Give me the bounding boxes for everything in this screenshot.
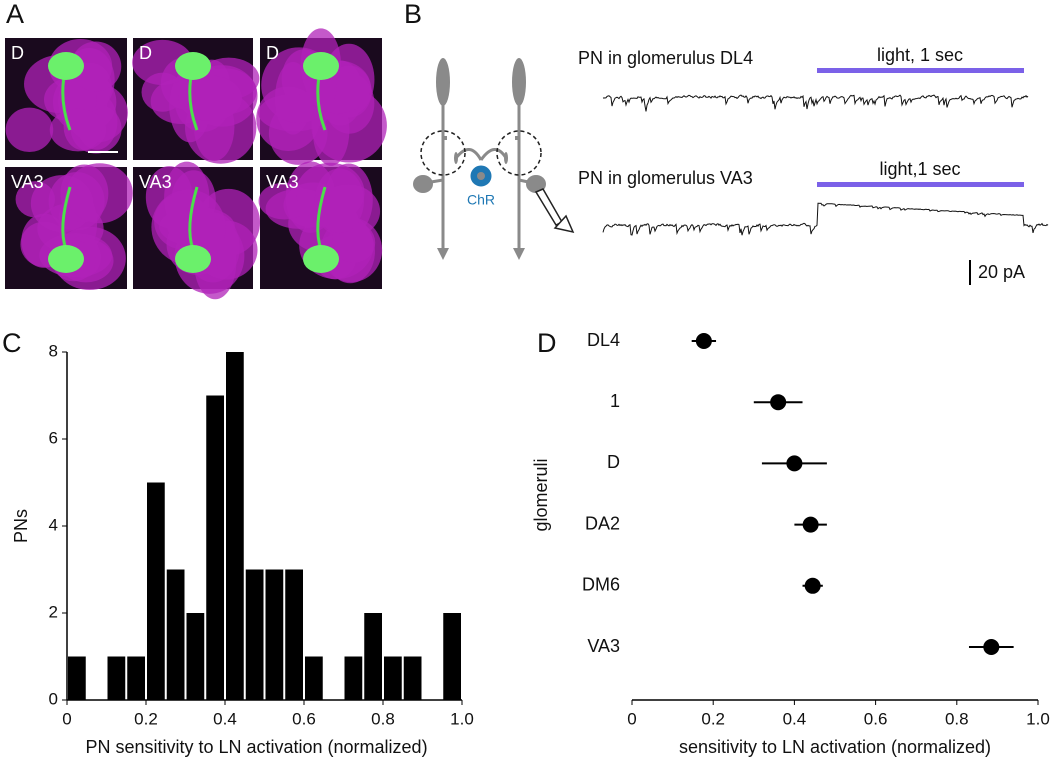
glomerulus: [175, 245, 211, 273]
micrograph: D: [5, 38, 128, 160]
glomerulus: [48, 245, 84, 273]
tissue: [15, 181, 55, 218]
tissue: [49, 108, 107, 152]
bar: [285, 569, 303, 700]
neuron: [316, 186, 327, 250]
dot: [695, 333, 712, 349]
y-tick-label: 2: [49, 602, 58, 621]
micrograph: VA3: [133, 161, 261, 300]
tissue: [5, 107, 54, 153]
bar: [107, 656, 126, 700]
x-tick-label: 0.8: [371, 709, 395, 728]
x-tick-label: 0: [627, 709, 636, 728]
panel-label: C: [2, 328, 22, 358]
x-tick-label: 0.2: [701, 709, 725, 728]
panel-label: D: [537, 328, 557, 358]
y-tick-label: 8: [49, 341, 58, 360]
y-axis-label: PNs: [11, 509, 31, 543]
bar: [305, 656, 323, 700]
x-tick-label: 0: [62, 709, 71, 728]
bar: [186, 613, 205, 700]
scale-bar-label: 20 pA: [978, 262, 1025, 282]
bar: [245, 569, 264, 700]
micrograph: D: [256, 28, 387, 166]
bar: [344, 656, 363, 700]
image-label: VA3: [11, 172, 44, 192]
micrograph: VA3: [5, 163, 133, 291]
tissue: [132, 39, 193, 86]
y-axis-label: glomeruli: [531, 458, 551, 531]
bar: [226, 352, 244, 700]
x-tick-label: 1.0: [450, 709, 474, 728]
dot: [770, 394, 787, 411]
y-tick-label: 4: [49, 515, 58, 534]
bar: [443, 613, 461, 700]
tissue: [178, 75, 243, 121]
diagram-label: ChR: [467, 192, 495, 208]
x-axis-label: sensitivity to LN activation (normalized…: [679, 737, 991, 757]
y-tick-label: DA2: [585, 513, 620, 533]
light-bar: [817, 68, 1024, 73]
y-tick-label: DL4: [587, 330, 620, 350]
image-label: D: [11, 43, 24, 63]
bar: [403, 656, 422, 700]
glomerulus: [303, 52, 339, 80]
x-tick-label: 0.8: [945, 709, 969, 728]
tissue: [314, 168, 365, 234]
x-tick-label: 1.0: [1026, 709, 1050, 728]
bar: [206, 395, 224, 700]
x-tick-label: 0.4: [213, 709, 237, 728]
trace-label: PN in glomerulus VA3: [578, 168, 753, 188]
panel-label: A: [6, 0, 24, 29]
image-label: D: [139, 43, 152, 63]
stimulus-label: light,1 sec: [879, 159, 960, 179]
dot: [983, 639, 1000, 655]
glomerulus: [48, 52, 84, 80]
bar: [147, 482, 165, 700]
neuron: [61, 186, 72, 250]
glomerulus: [303, 245, 339, 273]
y-tick-label: 0: [49, 689, 58, 708]
x-tick-label: 0.6: [292, 709, 316, 728]
micrograph: VA3: [258, 161, 383, 289]
dot: [802, 516, 819, 533]
y-tick-label: DM6: [582, 575, 620, 595]
circuit-diagram: [413, 58, 575, 260]
dot: [804, 577, 821, 594]
y-tick-label: VA3: [587, 636, 620, 656]
image-label: D: [266, 43, 279, 63]
y-tick-label: D: [607, 452, 620, 472]
trace-label: PN in glomerulus DL4: [578, 48, 753, 68]
bar: [265, 569, 284, 700]
tissue: [66, 163, 133, 224]
image-label: VA3: [266, 172, 299, 192]
current-trace: [602, 202, 1049, 236]
x-axis-label: PN sensitivity to LN activation (normali…: [85, 737, 427, 757]
glomerulus: [175, 52, 211, 80]
light-bar: [817, 182, 1024, 187]
x-tick-label: 0.4: [783, 709, 807, 728]
bar: [384, 656, 402, 700]
bar: [166, 569, 185, 700]
dot: [786, 455, 803, 472]
bar: [364, 613, 382, 700]
y-tick-label: 1: [610, 391, 620, 411]
current-trace: [602, 94, 1029, 112]
neuron: [188, 186, 199, 250]
panel-label: B: [404, 0, 422, 29]
bar: [127, 656, 145, 700]
image-label: VA3: [139, 172, 172, 192]
bar: [68, 656, 86, 700]
stimulus-label: light, 1 sec: [877, 45, 963, 65]
x-tick-label: 0.2: [134, 709, 158, 728]
micrograph: D: [132, 38, 260, 164]
tissue: [70, 41, 122, 92]
x-tick-label: 0.6: [864, 709, 888, 728]
y-tick-label: 6: [49, 428, 58, 447]
